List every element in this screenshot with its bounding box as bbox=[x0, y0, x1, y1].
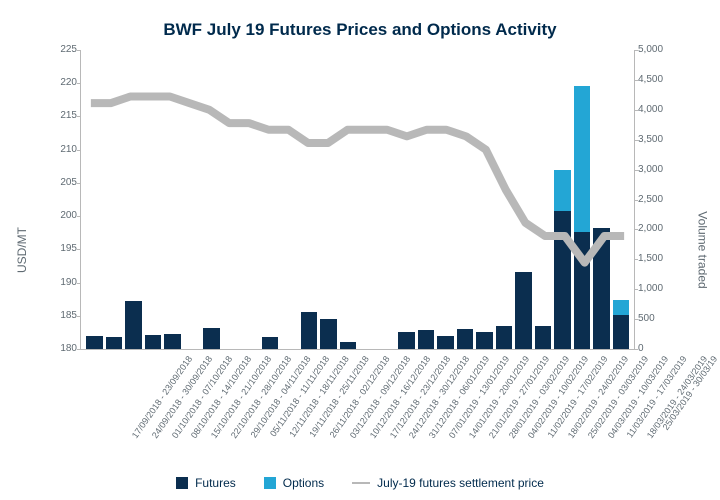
legend-label-line: July-19 futures settlement price bbox=[377, 476, 544, 490]
legend-futures: Futures bbox=[176, 476, 236, 490]
ytick-right: 5,000 bbox=[634, 45, 663, 55]
legend-label-options: Options bbox=[283, 476, 324, 490]
legend-label-futures: Futures bbox=[195, 476, 236, 490]
ytick-right: 2,500 bbox=[634, 195, 663, 205]
ytick-right: 1,000 bbox=[634, 284, 663, 294]
legend-swatch-options bbox=[264, 477, 276, 489]
ytick-right: 2,000 bbox=[634, 224, 663, 234]
x-axis-labels: 17/09/2018 - 23/09/201824/09/2018 - 30/0… bbox=[80, 350, 635, 460]
legend-swatch-line bbox=[352, 482, 370, 484]
legend-options: Options bbox=[264, 476, 324, 490]
legend-line: July-19 futures settlement price bbox=[352, 476, 544, 490]
plot-area: 18018519019520020521021522022505001,0001… bbox=[80, 50, 635, 350]
legend-swatch-futures bbox=[176, 477, 188, 489]
ytick-right: 4,500 bbox=[634, 75, 663, 85]
ytick-right: 3,000 bbox=[634, 165, 663, 175]
ytick-right: 4,000 bbox=[634, 105, 663, 115]
xtick-label: 25/03/2019 - 30/03/19 bbox=[661, 354, 720, 432]
price-line bbox=[81, 50, 634, 349]
ytick-right: 3,500 bbox=[634, 135, 663, 145]
y-axis-left-label: USD/MT bbox=[15, 227, 29, 273]
legend: Futures Options July-19 futures settleme… bbox=[0, 476, 720, 490]
ytick-right: 1,500 bbox=[634, 254, 663, 264]
y-axis-right-label: Volume traded bbox=[695, 211, 709, 288]
chart-title: BWF July 19 Futures Prices and Options A… bbox=[40, 20, 680, 40]
chart-container: BWF July 19 Futures Prices and Options A… bbox=[0, 0, 720, 500]
